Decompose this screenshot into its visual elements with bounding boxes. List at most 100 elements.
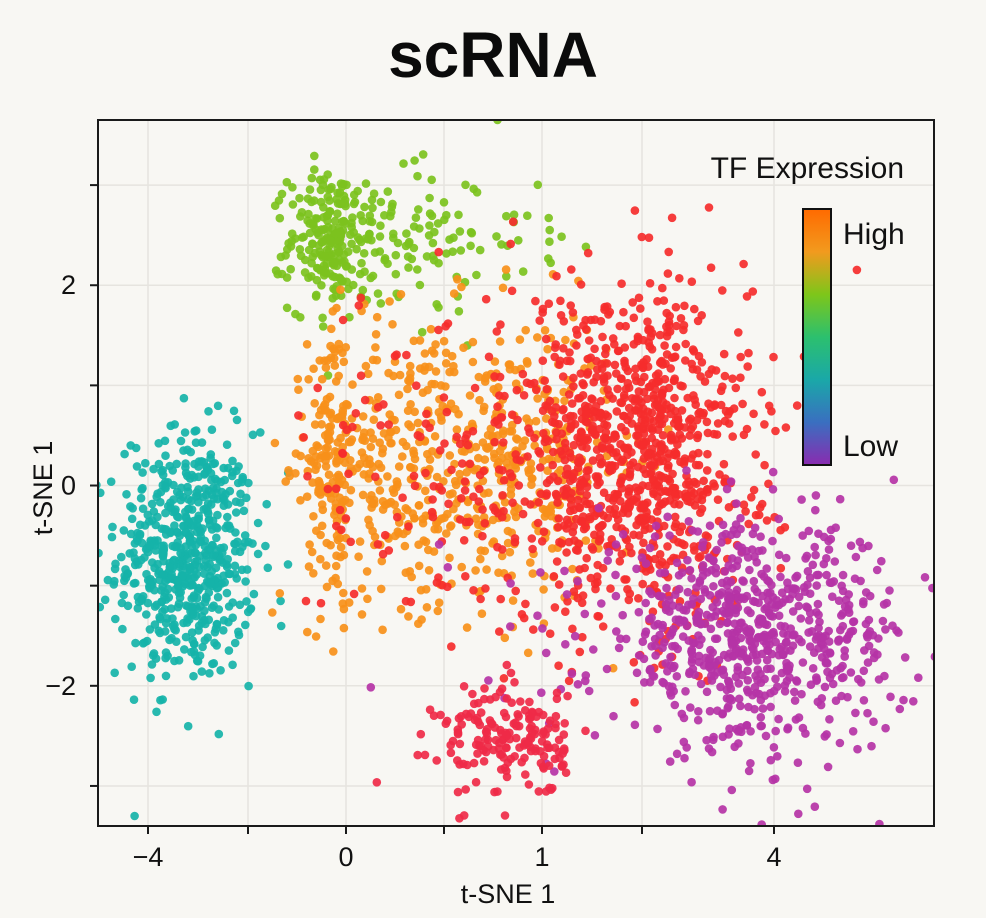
data-point — [365, 211, 375, 220]
data-point — [308, 252, 318, 262]
data-point — [302, 340, 312, 349]
data-point — [524, 780, 534, 789]
y-axis-label: t-SNE 1 — [28, 441, 58, 536]
data-point — [315, 356, 325, 365]
data-point — [573, 680, 583, 689]
data-point — [725, 694, 734, 704]
data-point — [559, 344, 568, 353]
data-point — [788, 607, 798, 616]
data-point — [834, 637, 843, 646]
data-point — [556, 296, 565, 306]
data-point — [502, 743, 511, 753]
data-point — [630, 206, 640, 215]
data-point — [368, 462, 378, 472]
cluster-5 — [366, 466, 934, 826]
data-point — [805, 642, 815, 651]
data-point — [189, 473, 199, 482]
data-point — [482, 565, 491, 574]
data-point — [862, 631, 872, 640]
data-point — [507, 410, 517, 420]
data-point — [698, 571, 708, 581]
data-point — [414, 540, 423, 549]
data-point — [213, 583, 223, 592]
data-point — [554, 419, 563, 429]
data-point — [799, 583, 809, 592]
data-point — [472, 270, 481, 280]
data-point — [757, 387, 767, 397]
data-point — [722, 484, 732, 494]
data-point — [900, 653, 910, 662]
data-point — [674, 422, 684, 432]
data-point — [435, 446, 445, 455]
data-point — [422, 409, 431, 419]
data-point — [207, 490, 217, 500]
data-point — [283, 560, 293, 569]
data-point — [436, 710, 445, 720]
data-point — [734, 694, 744, 704]
data-point — [550, 603, 560, 612]
data-point — [461, 785, 471, 794]
data-point — [557, 762, 567, 771]
data-point — [410, 407, 420, 417]
data-point — [746, 759, 755, 768]
data-point — [617, 549, 627, 559]
data-point — [396, 290, 406, 299]
data-point — [794, 809, 803, 819]
data-point — [161, 482, 170, 491]
data-point — [757, 569, 766, 579]
data-point — [667, 213, 677, 223]
data-point — [200, 606, 209, 616]
data-point — [750, 552, 759, 562]
data-point — [437, 580, 447, 590]
data-point — [575, 393, 585, 403]
data-point — [651, 641, 660, 651]
data-point — [476, 594, 485, 604]
data-point — [425, 221, 434, 230]
data-point — [706, 624, 716, 634]
data-point — [762, 564, 771, 573]
data-point — [560, 719, 569, 728]
data-point — [808, 560, 818, 570]
data-point — [881, 625, 890, 634]
data-point — [694, 707, 703, 716]
data-point — [294, 385, 303, 395]
data-point — [328, 294, 338, 303]
data-point — [536, 568, 545, 577]
data-point — [704, 369, 714, 379]
data-point — [441, 322, 451, 331]
data-point — [838, 609, 848, 618]
data-point — [231, 508, 241, 517]
data-point — [687, 574, 696, 583]
data-point — [768, 467, 778, 477]
data-point — [582, 553, 591, 563]
data-point — [393, 512, 402, 522]
data-point — [546, 258, 555, 268]
data-point — [679, 325, 688, 335]
data-point — [231, 528, 240, 537]
data-point — [710, 611, 720, 621]
data-point — [861, 619, 871, 629]
data-point — [533, 518, 543, 528]
data-point — [724, 677, 734, 687]
data-point — [518, 267, 528, 276]
data-point — [643, 451, 652, 460]
data-point — [138, 468, 147, 477]
data-point — [323, 484, 333, 494]
data-point — [461, 709, 471, 719]
data-point — [339, 604, 349, 614]
data-point — [434, 408, 444, 417]
data-point — [442, 716, 452, 726]
data-point — [222, 588, 232, 598]
data-point — [379, 429, 389, 438]
data-point — [632, 564, 641, 574]
data-point — [516, 456, 525, 465]
data-point — [480, 519, 490, 528]
data-point — [697, 358, 707, 367]
data-point — [303, 627, 312, 637]
data-point — [390, 415, 399, 425]
data-point — [798, 531, 807, 540]
data-point — [680, 301, 689, 311]
data-point — [207, 603, 217, 612]
data-point — [525, 697, 534, 707]
data-point — [445, 553, 454, 563]
